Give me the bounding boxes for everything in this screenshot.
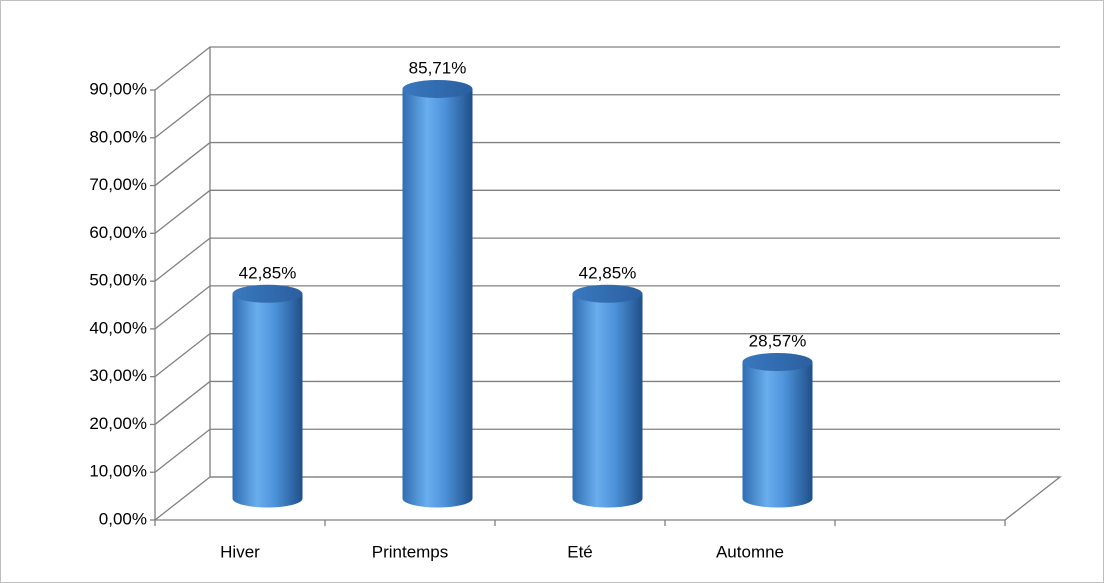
- bar-cap: [402, 79, 473, 98]
- y-tick-label: 20,00%: [89, 414, 147, 433]
- x-tick-label: Printemps: [372, 542, 449, 561]
- bar: [402, 88, 473, 508]
- y-tick-label: 0,00%: [99, 509, 147, 528]
- value-label: 85,71%: [409, 58, 467, 77]
- bar-cap: [572, 284, 643, 303]
- bar: [742, 361, 813, 508]
- x-tick-label: Automne: [716, 542, 784, 561]
- x-tick-label: Eté: [567, 542, 593, 561]
- grid-line: [154, 189, 1060, 234]
- y-tick-label: 90,00%: [89, 79, 147, 98]
- y-tick-label: 30,00%: [89, 366, 147, 385]
- bar: [232, 293, 303, 508]
- bar: [572, 293, 643, 508]
- y-tick-label: 70,00%: [89, 175, 147, 194]
- value-label: 42,85%: [579, 263, 637, 282]
- y-tick-label: 40,00%: [89, 318, 147, 337]
- bar-cap: [232, 284, 303, 303]
- value-label: 42,85%: [239, 263, 297, 282]
- grid-line: [154, 46, 1060, 91]
- y-tick-label: 60,00%: [89, 223, 147, 242]
- bar-cap: [742, 352, 813, 371]
- grid-line: [154, 141, 1060, 187]
- grid-line: [154, 94, 1060, 139]
- x-tick-label: Hiver: [220, 542, 260, 561]
- y-tick-label: 80,00%: [89, 127, 147, 146]
- value-label: 28,57%: [749, 331, 807, 350]
- y-tick-label: 10,00%: [89, 462, 147, 481]
- y-tick-label: 50,00%: [89, 271, 147, 290]
